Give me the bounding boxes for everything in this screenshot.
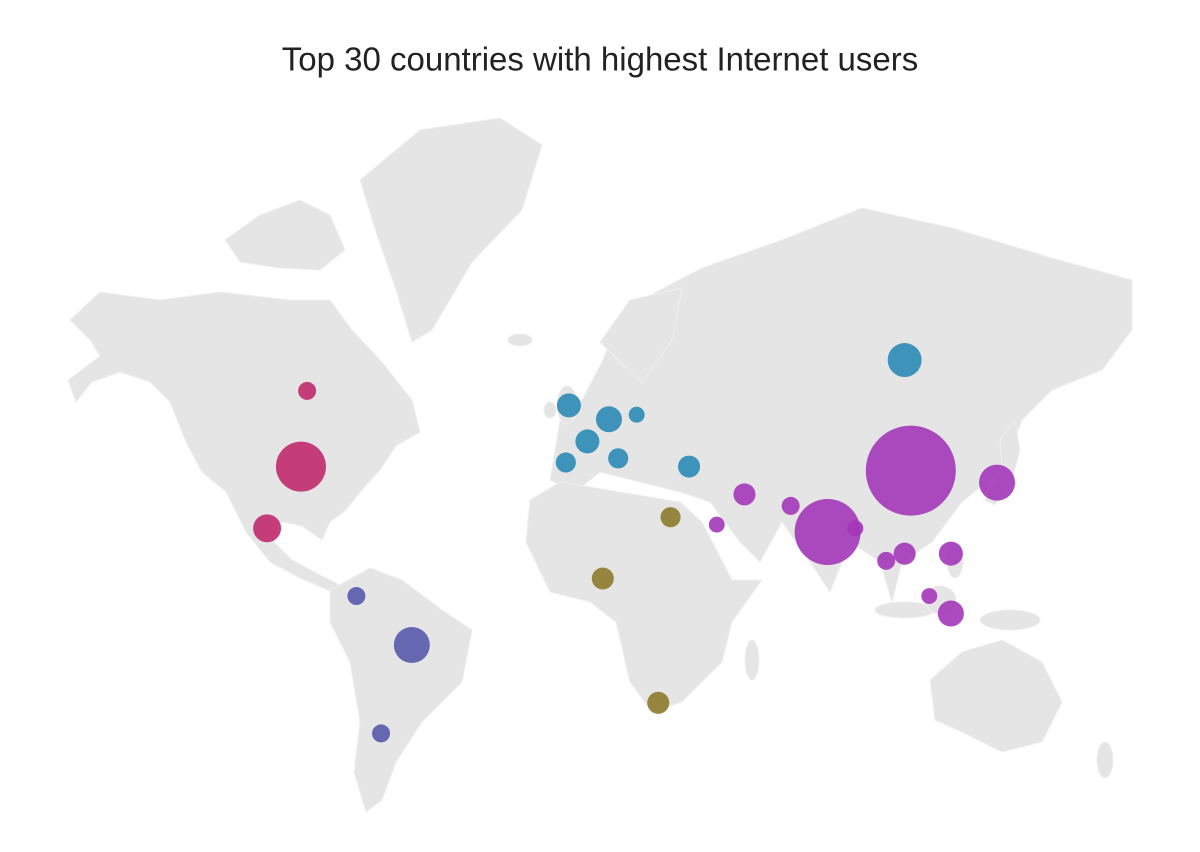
bubble xyxy=(372,724,391,743)
bubble xyxy=(733,483,756,506)
madagascar xyxy=(744,639,760,681)
land xyxy=(67,117,1133,813)
new-zealand xyxy=(1096,741,1114,779)
bubble xyxy=(608,448,629,469)
north-america xyxy=(67,291,421,593)
bubble xyxy=(865,425,956,516)
bubble xyxy=(794,498,861,565)
bubble xyxy=(253,514,282,543)
scandinavia xyxy=(599,287,683,383)
bubble xyxy=(275,441,326,492)
bubble xyxy=(937,600,964,627)
bubble xyxy=(979,464,1016,501)
bubble xyxy=(347,587,366,606)
bubble xyxy=(556,393,581,418)
greenland xyxy=(359,117,543,343)
bubble xyxy=(393,627,430,664)
chart-title: Top 30 countries with highest Internet u… xyxy=(282,41,919,78)
bubble xyxy=(938,541,963,566)
bubble xyxy=(647,691,670,714)
bubble xyxy=(575,429,600,454)
australia xyxy=(929,639,1063,753)
bubble xyxy=(628,406,645,423)
bubble xyxy=(887,343,922,378)
bubble xyxy=(708,516,725,533)
bubble xyxy=(781,496,800,515)
bubble xyxy=(595,406,622,433)
bubble xyxy=(298,381,317,400)
eurasia xyxy=(549,207,1133,604)
iceland xyxy=(507,333,533,347)
bubble xyxy=(847,520,864,537)
bubble xyxy=(678,455,701,478)
bubbles xyxy=(253,343,1016,743)
bubble xyxy=(877,551,896,570)
bubble xyxy=(555,452,576,473)
bubble xyxy=(921,588,938,604)
ireland xyxy=(543,401,557,419)
bubble xyxy=(893,542,916,565)
south-america xyxy=(329,567,473,813)
new-guinea xyxy=(979,609,1041,631)
arctic-islands xyxy=(224,199,346,271)
bubble xyxy=(591,567,614,590)
bubble xyxy=(660,507,681,528)
africa xyxy=(525,481,763,713)
